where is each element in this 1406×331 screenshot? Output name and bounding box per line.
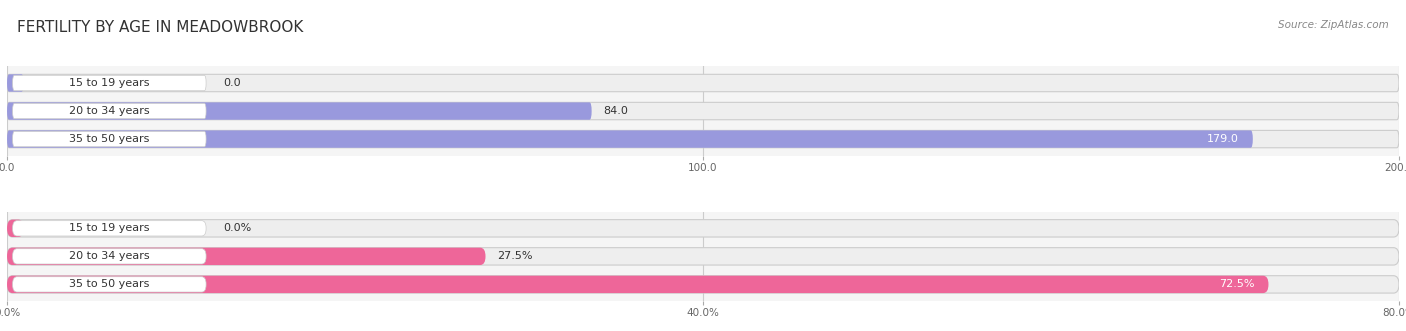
Text: 35 to 50 years: 35 to 50 years bbox=[69, 279, 149, 289]
FancyBboxPatch shape bbox=[7, 74, 24, 92]
Text: Source: ZipAtlas.com: Source: ZipAtlas.com bbox=[1278, 20, 1389, 30]
Text: 27.5%: 27.5% bbox=[496, 251, 531, 261]
Text: 20 to 34 years: 20 to 34 years bbox=[69, 106, 149, 116]
Text: 20 to 34 years: 20 to 34 years bbox=[69, 251, 149, 261]
FancyBboxPatch shape bbox=[7, 102, 592, 120]
FancyBboxPatch shape bbox=[7, 130, 1253, 148]
Text: 35 to 50 years: 35 to 50 years bbox=[69, 134, 149, 144]
Text: 0.0%: 0.0% bbox=[222, 223, 252, 233]
FancyBboxPatch shape bbox=[13, 131, 207, 147]
FancyBboxPatch shape bbox=[7, 102, 1399, 120]
FancyBboxPatch shape bbox=[13, 75, 207, 91]
FancyBboxPatch shape bbox=[7, 220, 24, 237]
Text: 15 to 19 years: 15 to 19 years bbox=[69, 78, 149, 88]
FancyBboxPatch shape bbox=[7, 276, 1399, 293]
Text: 15 to 19 years: 15 to 19 years bbox=[69, 223, 149, 233]
FancyBboxPatch shape bbox=[13, 249, 207, 264]
Text: 72.5%: 72.5% bbox=[1219, 279, 1254, 289]
FancyBboxPatch shape bbox=[7, 130, 1399, 148]
FancyBboxPatch shape bbox=[13, 103, 207, 119]
FancyBboxPatch shape bbox=[7, 248, 1399, 265]
Text: FERTILITY BY AGE IN MEADOWBROOK: FERTILITY BY AGE IN MEADOWBROOK bbox=[17, 20, 304, 35]
FancyBboxPatch shape bbox=[7, 220, 1399, 237]
FancyBboxPatch shape bbox=[13, 277, 207, 292]
Text: 0.0: 0.0 bbox=[222, 78, 240, 88]
FancyBboxPatch shape bbox=[7, 276, 1268, 293]
Text: 179.0: 179.0 bbox=[1206, 134, 1239, 144]
FancyBboxPatch shape bbox=[7, 74, 1399, 92]
FancyBboxPatch shape bbox=[13, 221, 207, 236]
FancyBboxPatch shape bbox=[7, 248, 485, 265]
Text: 84.0: 84.0 bbox=[603, 106, 627, 116]
